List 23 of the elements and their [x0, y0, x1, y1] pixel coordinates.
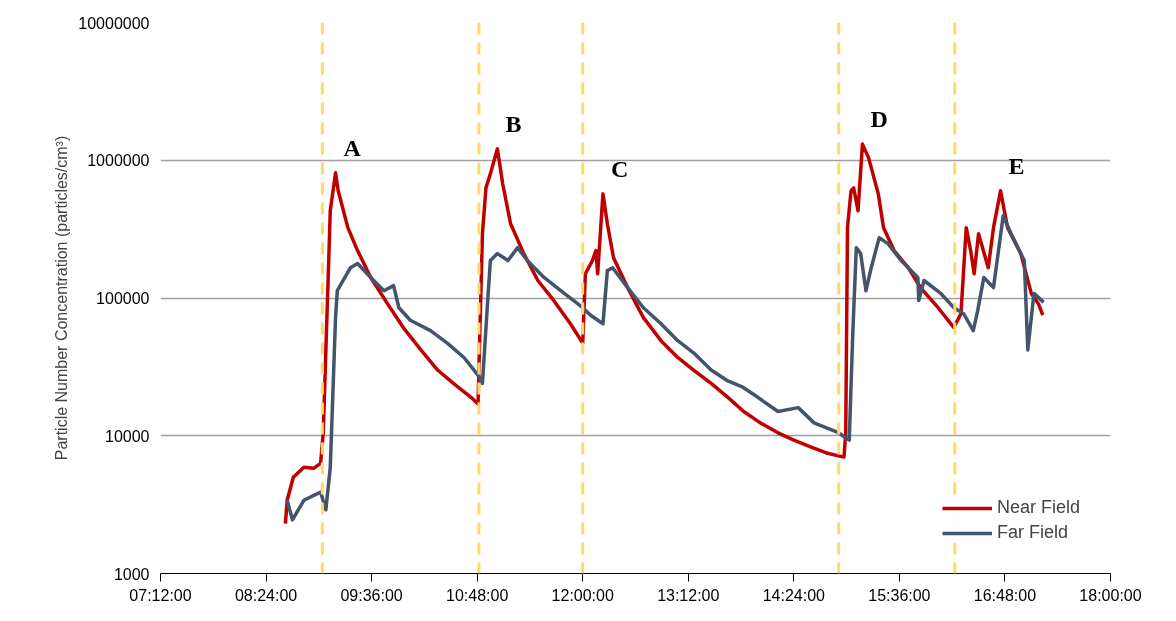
legend-label: Far Field	[996, 522, 1068, 543]
x-tick-label: 10:48:00	[446, 586, 509, 604]
x-tick-label: 15:36:00	[868, 586, 931, 604]
y-tick-label: 10000	[105, 427, 150, 445]
annotation: D	[870, 106, 888, 133]
annotation: A	[343, 134, 362, 161]
x-tick-label: 14:24:00	[762, 586, 826, 604]
x-tick-label: 12:00:00	[551, 586, 614, 604]
annotation: E	[1008, 152, 1025, 179]
y-tick-label: 10000000	[78, 14, 150, 32]
y-tick-label: 1000	[113, 565, 150, 583]
annotation: C	[610, 155, 629, 182]
x-tick-label: 13:12:00	[657, 586, 720, 604]
x-tick-label: 08:24:00	[234, 586, 298, 604]
annotation: B	[505, 110, 522, 137]
x-tick-label: 16:48:00	[973, 586, 1037, 604]
x-tick-label: 09:36:00	[340, 586, 403, 604]
x-tick-label: 18:00:00	[1079, 586, 1142, 604]
legend-label: Near Field	[996, 497, 1080, 518]
y-tick-label: 1000000	[87, 152, 150, 170]
y-tick-label: 100000	[96, 290, 150, 307]
y-axis-title: Particle Number Concentration (particles/cm³)	[53, 135, 71, 461]
x-tick-label: 07:12:00	[129, 586, 192, 604]
